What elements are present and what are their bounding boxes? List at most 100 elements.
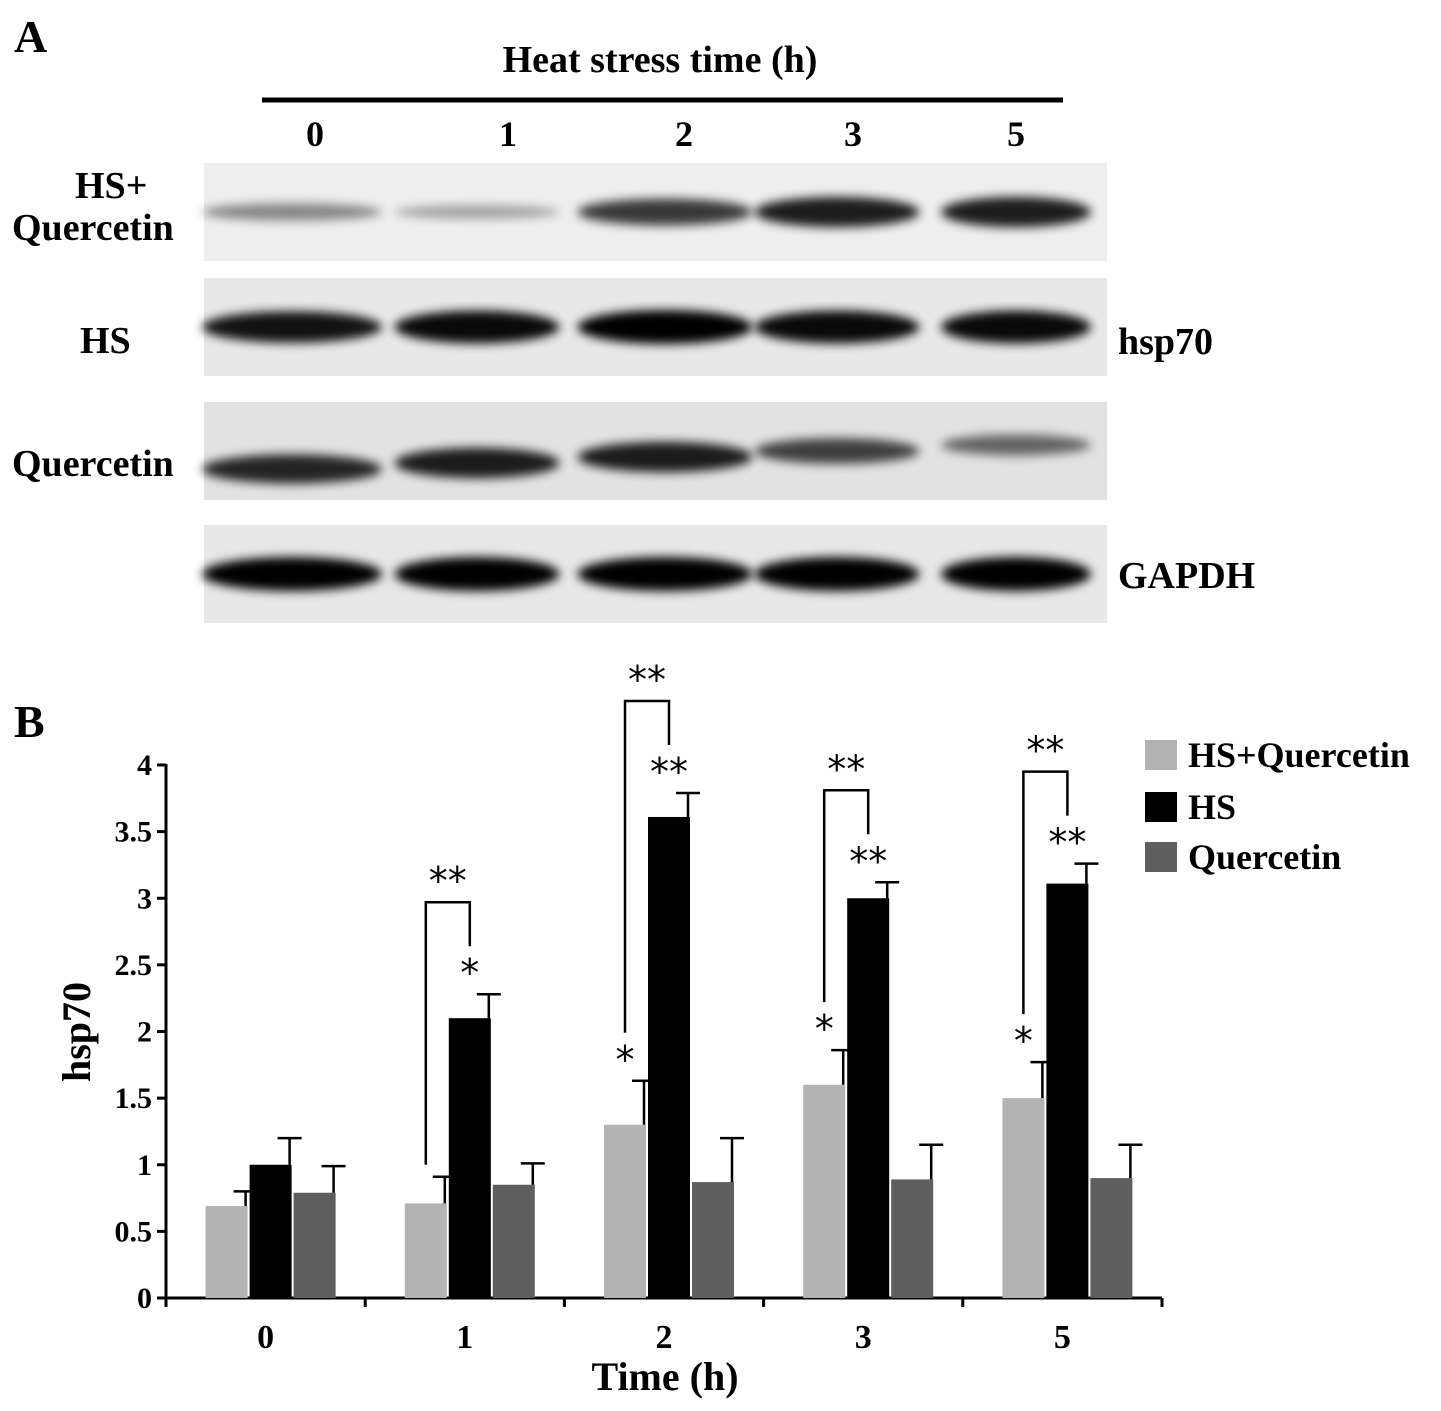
y-tick-label: 3	[137, 882, 152, 915]
x-tick-label: 2	[656, 1319, 673, 1356]
bar-hs-quercetin-t1	[404, 1203, 447, 1298]
band-hs_quercetin-lane-3	[754, 196, 920, 228]
comparison-bracket: **	[623, 658, 671, 1033]
comparison-bracket: **	[1022, 729, 1069, 1015]
x-tick-label: 3	[855, 1319, 872, 1356]
band-hs_quercetin-lane-2	[577, 198, 753, 226]
bar-hs-t1	[448, 1018, 491, 1298]
panel-b-label: B	[14, 696, 45, 747]
bracket-label: **	[429, 859, 467, 903]
row-label-hs: HS	[80, 320, 131, 362]
comparison-bracket: **	[424, 859, 472, 1165]
significance-marker: *	[616, 1038, 635, 1082]
bar-hs-quercetin-t0	[205, 1206, 248, 1298]
band-gapdh-lane-2	[577, 557, 753, 591]
bar-quercetin-t1	[492, 1184, 535, 1298]
significance-marker: **	[849, 839, 887, 883]
bar-hs-t5	[1046, 883, 1089, 1298]
significance-marker: *	[460, 951, 479, 995]
x-tick-label: 5	[1054, 1319, 1071, 1356]
protein-label-gapdh: GAPDH	[1118, 555, 1255, 597]
y-tick-label: 1	[137, 1149, 152, 1182]
y-tick-label: 3.5	[115, 816, 153, 849]
legend-label: Quercetin	[1188, 837, 1341, 877]
x-axis: 0 1 2 3 5	[164, 1296, 1164, 1356]
legend-label: HS	[1188, 787, 1236, 827]
band-hs_quercetin-lane-0	[202, 203, 382, 221]
blot-hs_quercetin	[202, 163, 1107, 261]
bar-quercetin-t3	[891, 1179, 934, 1298]
bar-hs-quercetin-t3	[803, 1084, 846, 1298]
time-point-labels: 0 1 2 3 5	[306, 114, 1025, 154]
x-tick-label: 1	[456, 1319, 473, 1356]
band-quercetin-lane-0	[202, 454, 382, 484]
blot-hs	[202, 278, 1107, 376]
legend-swatch	[1145, 842, 1177, 872]
y-tick-label: 1.5	[115, 1082, 153, 1115]
legend-swatch	[1145, 792, 1177, 822]
y-tick-label: 0	[137, 1282, 152, 1315]
time-label-1: 1	[499, 114, 517, 154]
band-quercetin-lane-1	[394, 447, 560, 479]
band-gapdh-lane-1	[394, 557, 560, 591]
band-quercetin-lane-5	[941, 434, 1091, 456]
bar-hs-t2	[648, 816, 690, 1298]
band-quercetin-lane-2	[577, 441, 753, 473]
legend-entry: Quercetin	[1145, 837, 1341, 877]
significance-annotations: **************** **	[424, 658, 1086, 1165]
row-label-hs-quercetin-2: Quercetin	[12, 207, 174, 249]
bar-hs-quercetin-t5	[1002, 1098, 1045, 1298]
significance-marker: *	[815, 1007, 834, 1051]
bracket-label: **	[628, 658, 666, 702]
band-gapdh-lane-3	[754, 557, 920, 591]
bar-quercetin-t2	[692, 1182, 734, 1298]
y-axis: 0 0.5 1 1.5 2 2.5 3 3.5 4	[115, 749, 168, 1315]
y-tick-label: 2	[137, 1016, 152, 1049]
bars	[205, 791, 1143, 1298]
band-hs-lane-0	[202, 311, 382, 343]
blot-gapdh	[202, 525, 1107, 623]
legend-entry: HS+Quercetin	[1145, 735, 1410, 775]
legend: HS+Quercetin HS Quercetin	[1145, 735, 1410, 877]
bracket-line	[1022, 770, 1069, 1015]
y-tick-label: 0.5	[115, 1215, 153, 1248]
bracket-line	[623, 699, 671, 1033]
y-tick-label: 2.5	[115, 949, 153, 982]
row-label-quercetin: Quercetin	[12, 443, 174, 485]
time-label-3: 3	[844, 114, 862, 154]
x-axis-title: Time (h)	[591, 1354, 738, 1399]
band-quercetin-lane-3	[754, 438, 920, 464]
bracket-label: **	[1026, 729, 1064, 773]
band-hs-lane-2	[577, 310, 753, 344]
band-hs_quercetin-lane-5	[941, 196, 1091, 228]
time-label-5: 5	[1007, 114, 1025, 154]
legend-swatch	[1145, 740, 1177, 770]
band-hs-lane-3	[754, 310, 920, 344]
y-axis-title: hsp70	[54, 982, 99, 1082]
blot-quercetin	[202, 402, 1107, 500]
band-hs_quercetin-lane-1	[394, 205, 560, 219]
significance-marker: *	[1014, 1019, 1033, 1063]
band-hs-lane-1	[394, 310, 560, 344]
bar-hs-t3	[847, 898, 890, 1298]
band-gapdh-lane-5	[941, 557, 1091, 591]
x-tick-label: 0	[257, 1319, 274, 1356]
panel-a-label: A	[14, 11, 47, 62]
band-hs-lane-5	[941, 310, 1091, 344]
bracket-label: **	[827, 747, 865, 791]
bracket-line	[822, 789, 870, 1003]
significance-marker: **	[650, 750, 688, 794]
bracket-line	[424, 900, 472, 1165]
protein-label-hsp70: hsp70	[1118, 321, 1213, 363]
bar-hs-quercetin-t2	[604, 1124, 646, 1298]
time-label-0: 0	[306, 114, 324, 154]
time-label-2: 2	[675, 114, 693, 154]
bar-quercetin-t5	[1090, 1178, 1133, 1298]
row-label-hs-quercetin-1: HS+	[75, 165, 147, 207]
significance-marker: **	[1048, 821, 1086, 865]
comparison-bracket: **	[822, 747, 870, 1003]
band-gapdh-lane-0	[202, 557, 382, 591]
legend-entry: HS	[1145, 787, 1236, 827]
